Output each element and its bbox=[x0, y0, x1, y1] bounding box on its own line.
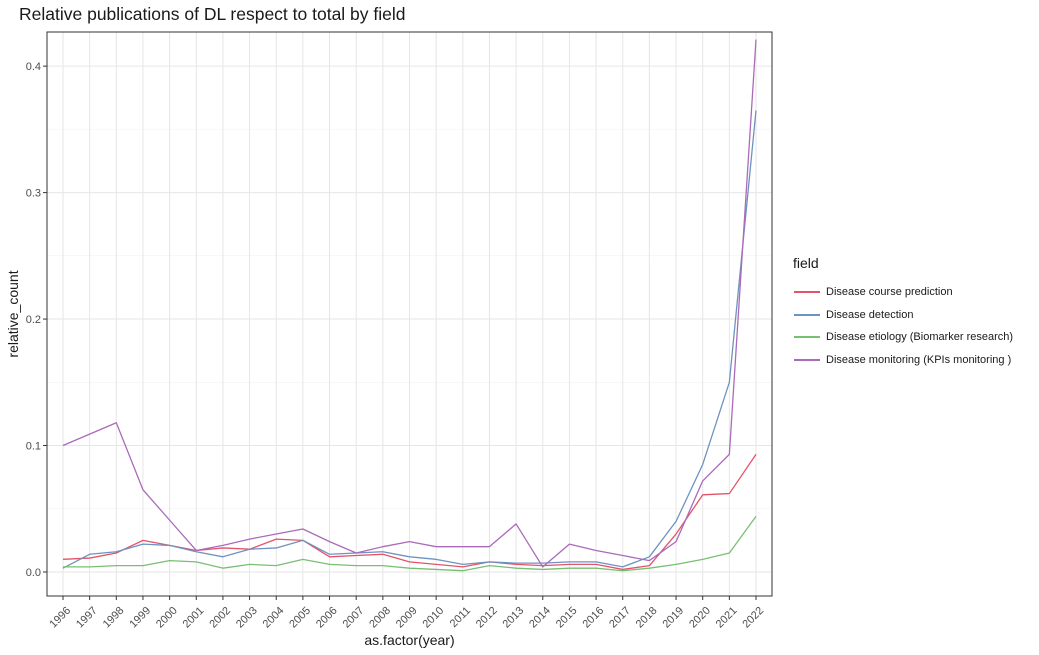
x-tick-label: 2022 bbox=[740, 605, 766, 631]
x-tick-label: 2006 bbox=[314, 605, 340, 631]
x-tick-label: 1999 bbox=[127, 605, 153, 631]
x-tick-label: 2014 bbox=[527, 605, 553, 631]
x-tick-label: 2001 bbox=[181, 605, 207, 631]
x-tick-label: 2009 bbox=[394, 605, 420, 631]
legend-item: Disease etiology (Biomarker research) bbox=[793, 326, 1013, 349]
x-tick-label: 2002 bbox=[207, 605, 233, 631]
x-tick-label: 2017 bbox=[607, 605, 633, 631]
x-tick-label: 2016 bbox=[580, 605, 606, 631]
series-lines bbox=[62, 39, 757, 572]
legend-key bbox=[794, 313, 820, 316]
legend-label: Disease detection bbox=[826, 308, 914, 321]
series-line bbox=[62, 39, 757, 568]
x-tick-label: 2012 bbox=[474, 605, 500, 631]
legend-item: Disease monitoring (KPIs monitoring ) bbox=[793, 349, 1013, 372]
x-tick-label: 2021 bbox=[714, 605, 740, 631]
x-tick-label: 2013 bbox=[501, 605, 527, 631]
x-tick-label: 2011 bbox=[448, 605, 473, 630]
y-axis-label: relative_count bbox=[5, 270, 21, 357]
y-tick-label: 0.3 bbox=[26, 188, 41, 200]
x-tick-label: 2007 bbox=[341, 605, 367, 631]
legend-key bbox=[794, 291, 820, 294]
legend-label: Disease etiology (Biomarker research) bbox=[826, 331, 1014, 344]
x-tick-label: 2004 bbox=[261, 605, 287, 631]
x-tick-label: 2020 bbox=[687, 605, 713, 631]
y-tick-label: 0.2 bbox=[26, 314, 41, 326]
legend-key bbox=[794, 336, 820, 339]
legend-item: Disease detection bbox=[793, 304, 1013, 327]
series-line bbox=[62, 110, 757, 569]
x-axis: 1996 1997 1998 1999 2000 2001 2002 2003 2004 2005… bbox=[47, 596, 766, 631]
x-tick-label: 2003 bbox=[234, 605, 260, 631]
legend-items: Disease course prediction Disease detecti… bbox=[793, 281, 1013, 371]
x-tick-label: 2019 bbox=[660, 605, 686, 631]
chart-title: Relative publications of DL respect to t… bbox=[19, 4, 406, 24]
x-tick-label: 1998 bbox=[101, 605, 127, 631]
legend-item: Disease course prediction bbox=[793, 281, 1013, 304]
y-tick-label: 0.0 bbox=[26, 567, 41, 579]
major-gridlines bbox=[47, 32, 772, 596]
x-tick-label: 2015 bbox=[554, 605, 580, 631]
legend-label: Disease course prediction bbox=[826, 286, 953, 299]
y-tick-label: 0.4 bbox=[26, 61, 41, 73]
y-axis: 0.0 0.1 0.2 0.3 0.4 bbox=[26, 61, 47, 579]
x-axis-label: as.factor(year) bbox=[364, 632, 454, 648]
legend-label: Disease monitoring (KPIs monitoring ) bbox=[826, 353, 1012, 366]
legend: field Disease course prediction Disease d… bbox=[793, 255, 1013, 371]
x-tick-label: 2010 bbox=[421, 605, 447, 631]
legend-title: field bbox=[793, 255, 819, 271]
legend-key bbox=[794, 358, 820, 361]
x-tick-label: 2018 bbox=[634, 605, 660, 631]
y-tick-label: 0.1 bbox=[26, 441, 41, 453]
x-tick-label: 2005 bbox=[287, 605, 313, 631]
x-tick-label: 1996 bbox=[47, 605, 73, 631]
x-tick-label: 2008 bbox=[367, 605, 393, 631]
x-tick-label: 2000 bbox=[154, 605, 180, 631]
x-tick-label: 1997 bbox=[74, 605, 100, 631]
series-line bbox=[62, 515, 757, 572]
